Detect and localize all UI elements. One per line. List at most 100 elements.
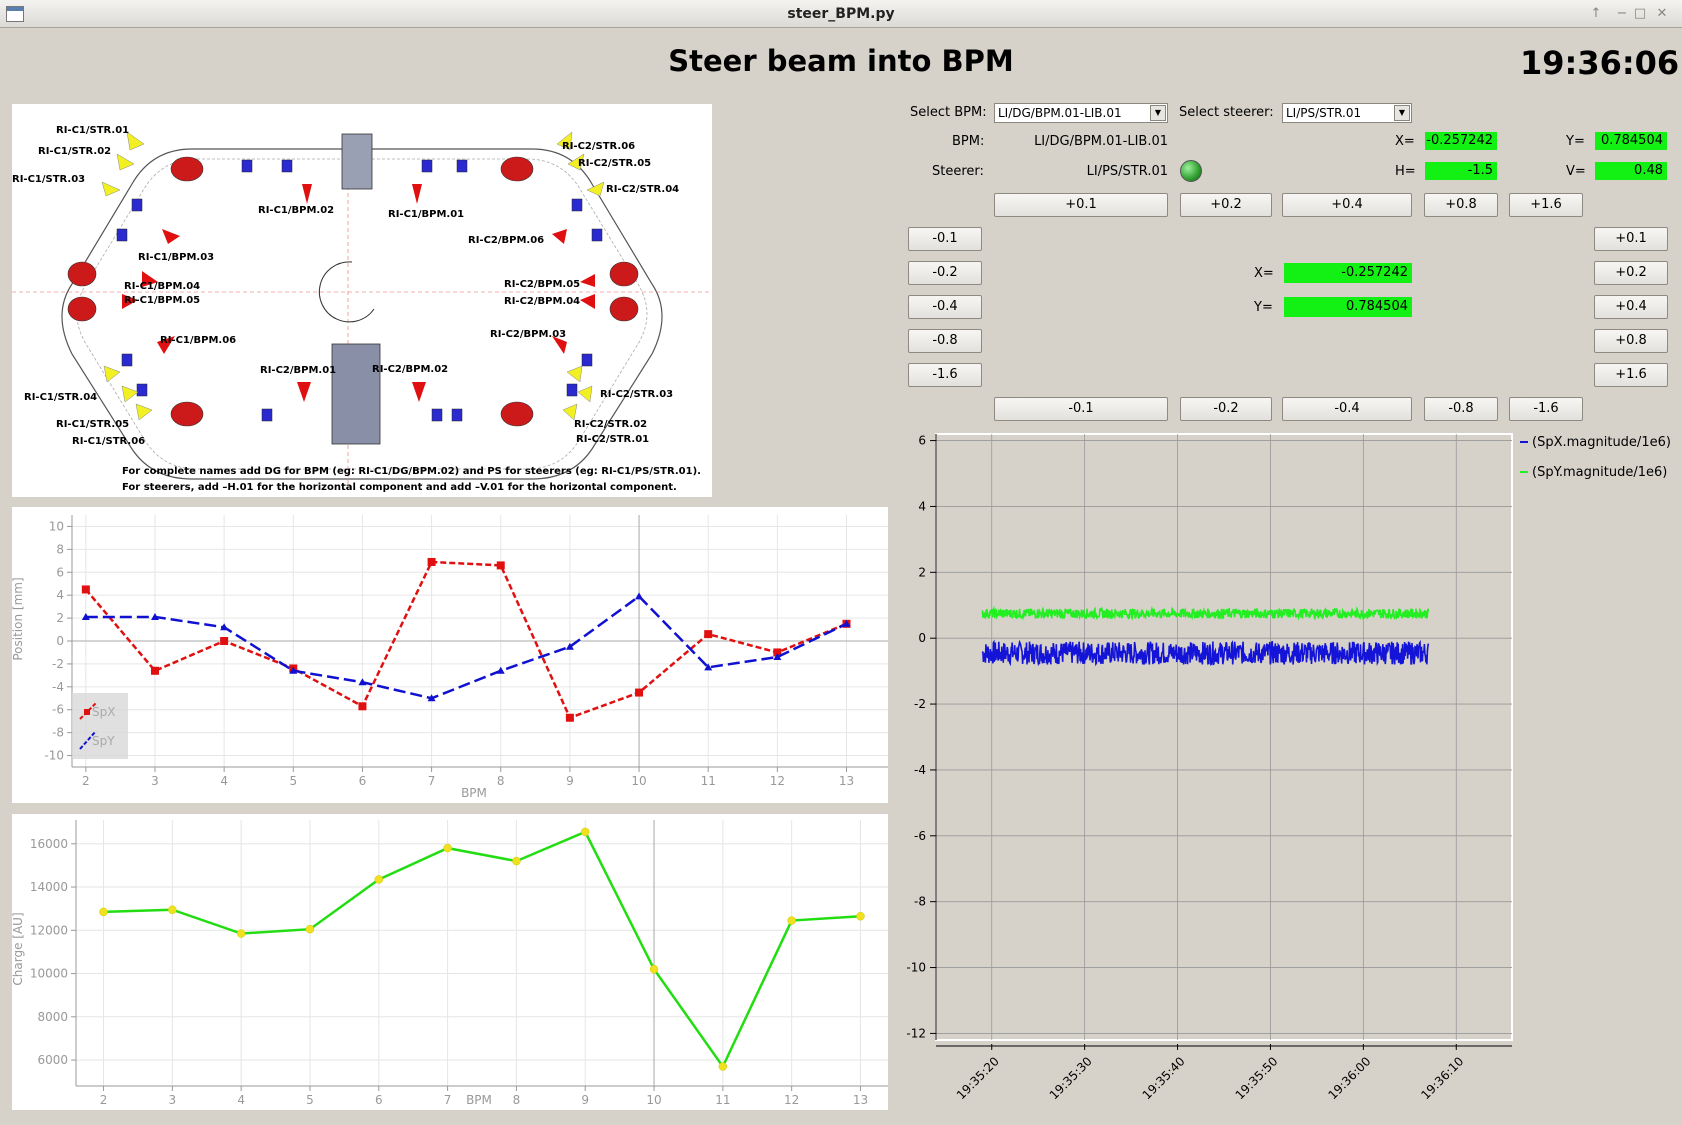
x-tick-label: 11 xyxy=(701,774,716,788)
y-readout-label: Y= xyxy=(1566,134,1585,149)
y-tick-label: 6000 xyxy=(37,1053,68,1067)
h-readout-label: H= xyxy=(1395,164,1416,179)
y-tick-label: 4 xyxy=(918,499,926,513)
data-point xyxy=(150,666,159,675)
bottom-step-button[interactable]: -0.4 xyxy=(1282,397,1412,421)
x-tick-label: 19:36:00 xyxy=(1325,1054,1373,1102)
x-tick-label: 12 xyxy=(784,1093,799,1107)
bottom-step-button[interactable]: -1.6 xyxy=(1509,397,1583,421)
data-point xyxy=(427,694,436,702)
y-tick-label: 16000 xyxy=(30,837,68,851)
data-point xyxy=(704,630,713,639)
top-step-button[interactable]: +1.6 xyxy=(1509,193,1583,217)
select-bpm-label: Select BPM: xyxy=(910,105,987,120)
select-bpm-combo[interactable]: LI/DG/BPM.01-LIB.01 ▼ xyxy=(994,103,1168,123)
left-step-button[interactable]: -1.6 xyxy=(908,363,982,387)
position-plot-panel: 2 3 4 5 6 7 8 9 10 11 12 13 10 8 6 4 2 0 -2 -4 -6 -8 -10 SpX S… xyxy=(11,507,888,803)
ring-label: RI-C2/BPM.06 xyxy=(468,235,545,246)
x-tick-label: 13 xyxy=(853,1093,868,1107)
x-tick-label: 5 xyxy=(289,774,297,788)
bottom-step-button[interactable]: -0.8 xyxy=(1424,397,1498,421)
x-tick-label: 3 xyxy=(151,774,159,788)
ring-label: RI-C2/BPM.03 xyxy=(490,329,567,340)
x-tick-label: 4 xyxy=(220,774,228,788)
minimize-icon[interactable]: − xyxy=(1616,6,1628,21)
ring-label: RI-C2/STR.06 xyxy=(562,141,636,152)
ring-label: RI-C1/STR.05 xyxy=(56,419,130,430)
x-tick-label: 2 xyxy=(100,1093,108,1107)
x-tick-label: 19:35:40 xyxy=(1140,1054,1188,1102)
steerer-value: LI/PS/STR.01 xyxy=(1086,164,1168,179)
right-step-button[interactable]: +0.1 xyxy=(1594,227,1668,251)
left-step-button[interactable]: -0.4 xyxy=(908,295,982,319)
ring-diagram-graphic xyxy=(12,104,712,497)
maximize-icon[interactable]: □ xyxy=(1633,6,1647,21)
ring-label: RI-C2/BPM.02 xyxy=(372,364,449,375)
chevron-down-icon[interactable]: ▼ xyxy=(1150,105,1166,121)
data-point xyxy=(358,678,367,686)
x-readout-label: X= xyxy=(1395,134,1415,149)
y-tick-label: 2 xyxy=(56,611,64,625)
ring-diagram: RI-C1/STR.01 RI-C1/STR.02 RI-C1/STR.03 R… xyxy=(12,104,712,497)
y-tick-label: -8 xyxy=(914,895,926,909)
v-readout-value: 0.48 xyxy=(1595,162,1667,180)
ring-label: RI-C2/BPM.04 xyxy=(504,296,581,307)
y-tick-label: -10 xyxy=(906,961,926,975)
left-step-button[interactable]: -0.8 xyxy=(908,329,982,353)
legend-label-spx: SpX xyxy=(92,705,115,719)
ring-label: RI-C1/STR.06 xyxy=(72,436,146,447)
data-point xyxy=(220,637,229,645)
data-point xyxy=(358,702,367,711)
top-step-button[interactable]: +0.4 xyxy=(1282,193,1412,217)
ring-label: RI-C2/STR.05 xyxy=(578,158,652,169)
charge-xlabel: BPM xyxy=(466,1093,492,1107)
shade-icon[interactable]: ↑ xyxy=(1590,6,1602,21)
top-step-button[interactable]: +0.2 xyxy=(1180,193,1272,217)
bottom-step-button[interactable]: -0.1 xyxy=(994,397,1168,421)
data-point xyxy=(305,924,315,934)
ring-label: RI-C1/BPM.05 xyxy=(124,295,201,306)
charge-plot-panel: 2 3 4 5 6 7 8 9 10 11 12 13 16000 14000 12000 10000 8000… xyxy=(11,814,888,1110)
ring-label: RI-C1/STR.02 xyxy=(38,146,112,157)
bottom-step-button[interactable]: -0.2 xyxy=(1180,397,1272,421)
x-tick-label: 11 xyxy=(715,1093,730,1107)
data-point xyxy=(565,713,574,722)
y-tick-label: 6 xyxy=(56,565,64,579)
window-title: steer_BPM.py xyxy=(787,6,895,22)
clock: 19:36:06 xyxy=(1520,44,1680,82)
right-step-button[interactable]: +0.8 xyxy=(1594,329,1668,353)
x-tick-label: 19:35:50 xyxy=(1233,1054,1281,1102)
right-step-button[interactable]: +1.6 xyxy=(1594,363,1668,387)
left-step-button[interactable]: -0.2 xyxy=(908,261,982,285)
y-tick-label: 10 xyxy=(49,519,64,533)
charge-ylabel: Charge [AU] xyxy=(12,912,25,985)
left-step-button[interactable]: -0.1 xyxy=(908,227,982,251)
x-tick-label: 8 xyxy=(513,1093,521,1107)
ring-label: RI-C1/BPM.06 xyxy=(160,335,237,346)
ring-label: RI-C2/STR.01 xyxy=(576,434,650,445)
ring-label: RI-C1/STR.03 xyxy=(12,174,86,185)
timeseries-legend: (SpX.magnitude/1e6) (SpY.magnitude/1e6) xyxy=(1520,435,1671,480)
x-tick-label: 19:35:20 xyxy=(954,1054,1002,1102)
y-tick-label: 8000 xyxy=(37,1010,68,1024)
top-step-button[interactable]: +0.8 xyxy=(1424,193,1498,217)
x-tick-label: 9 xyxy=(581,1093,589,1107)
y-tick-label: 14000 xyxy=(30,880,68,894)
data-point xyxy=(635,592,644,600)
position-xlabel: BPM xyxy=(461,786,487,800)
right-step-button[interactable]: +0.4 xyxy=(1594,295,1668,319)
timeseries-plot: 6 4 2 0 -2 -4 -6 -8 -10 -12 19:35:20 19:35:30 19:35:… xyxy=(906,433,1671,1102)
data-point xyxy=(856,911,865,921)
select-steerer-label: Select steerer: xyxy=(1179,105,1274,120)
right-step-button[interactable]: +0.2 xyxy=(1594,261,1668,285)
ring-label: RI-C2/BPM.05 xyxy=(504,279,581,290)
y-tick-label: 4 xyxy=(56,588,64,602)
select-steerer-combo[interactable]: LI/PS/STR.01 ▼ xyxy=(1282,103,1412,123)
page-title: Steer beam into BPM xyxy=(668,44,1014,78)
close-icon[interactable]: ✕ xyxy=(1656,6,1668,21)
top-step-button[interactable]: +0.1 xyxy=(994,193,1168,217)
steerer-label: Steerer: xyxy=(932,164,984,179)
chevron-down-icon[interactable]: ▼ xyxy=(1394,105,1410,121)
window-titlebar xyxy=(0,0,1682,28)
x-tick-label: 19:36:10 xyxy=(1418,1054,1466,1102)
